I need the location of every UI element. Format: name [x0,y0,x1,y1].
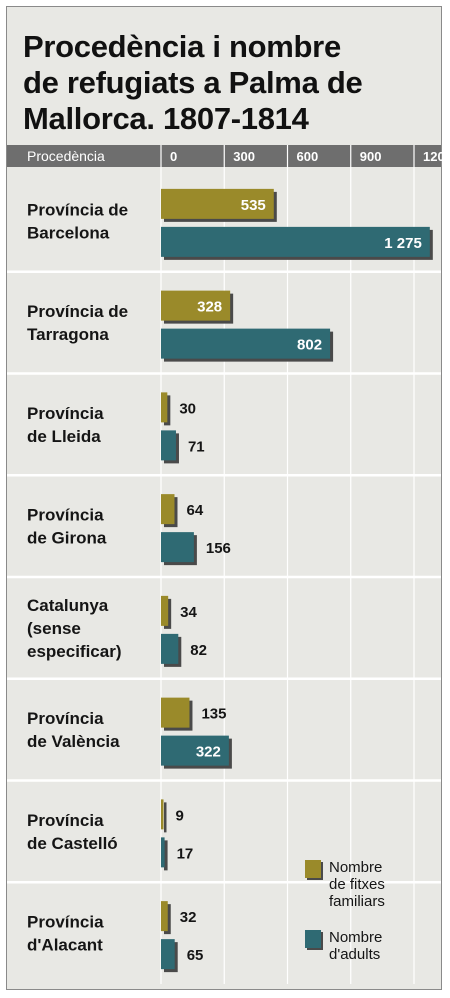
x-tick-label: 300 [233,149,255,164]
category-label: Catalunya [27,596,109,615]
bar-adults [161,735,229,766]
category-label: d'Alacant [27,936,103,955]
bar-shadow [164,802,167,833]
category-label: de Lleida [27,427,101,446]
data-label-familiars: 9 [176,807,184,824]
category-label: Província [27,913,104,932]
bar-adults [161,837,165,868]
data-label-adults: 156 [206,540,231,557]
bar-familiars [161,595,169,626]
x-tick-label: 600 [297,149,319,164]
x-tick-label: 1200 [423,149,450,164]
bar-adults [161,430,176,461]
legend-label-familiars: Nombre [329,859,382,876]
bar-shadow [164,840,168,871]
data-label-familiars: 328 [197,299,222,316]
legend-swatch-adults [305,930,321,948]
data-label-familiars: 135 [201,706,226,723]
category-column-header: Procedència [27,148,105,164]
title-line: Procedència i nombre [23,29,341,64]
category-label: Tarragona [27,325,109,344]
category-label: de Girona [27,529,107,548]
legend-label-familiars: familiars [329,893,385,910]
data-label-adults: 802 [297,337,322,354]
title-line: de refugiats a Palma de [23,65,363,100]
bar-familiars [161,901,168,932]
data-label-adults: 65 [187,947,204,964]
category-label: Barcelona [27,223,110,242]
bar-familiars [161,392,168,423]
category-label: Província [27,709,104,728]
category-label: (sense [27,619,81,638]
bar-adults [161,328,331,359]
category-label: Província de [27,200,128,219]
bar-familiars [161,188,274,219]
x-tick-label: 0 [170,149,177,164]
bar-familiars [161,799,164,830]
bar-familiars [161,290,231,321]
data-label-adults: 17 [177,845,194,862]
category-label: Província [27,506,104,525]
data-label-familiars: 535 [241,197,266,214]
category-label: Província de [27,302,128,321]
data-label-adults: 1 275 [384,235,422,252]
category-label: de València [27,732,120,751]
data-label-adults: 82 [190,642,207,659]
chart-title: Procedència i nombre de refugiats a Palm… [23,29,443,137]
legend-label-familiars: de fitxes [329,876,385,893]
x-tick-label: 900 [360,149,382,164]
data-label-familiars: 64 [186,502,203,519]
category-label: Província [27,811,104,830]
data-label-adults: 71 [188,438,205,455]
category-label: de Castelló [27,834,118,853]
bar-adults [161,633,179,664]
category-label: especificar) [27,642,122,661]
category-label: Província [27,404,104,423]
bar-familiars [161,494,175,525]
data-label-familiars: 32 [180,909,197,926]
bar-adults [161,939,175,970]
bar-adults [161,532,194,563]
legend-label-adults: Nombre [329,929,382,946]
bar-adults [161,226,430,257]
legend-swatch-familiars [305,860,321,878]
bar-familiars [161,697,190,728]
legend-label-adults: d'adults [329,946,380,963]
data-label-familiars: 30 [179,400,196,417]
title-line: Mallorca. 1807-1814 [23,101,309,136]
data-label-familiars: 34 [180,604,197,621]
data-label-adults: 322 [196,744,221,761]
